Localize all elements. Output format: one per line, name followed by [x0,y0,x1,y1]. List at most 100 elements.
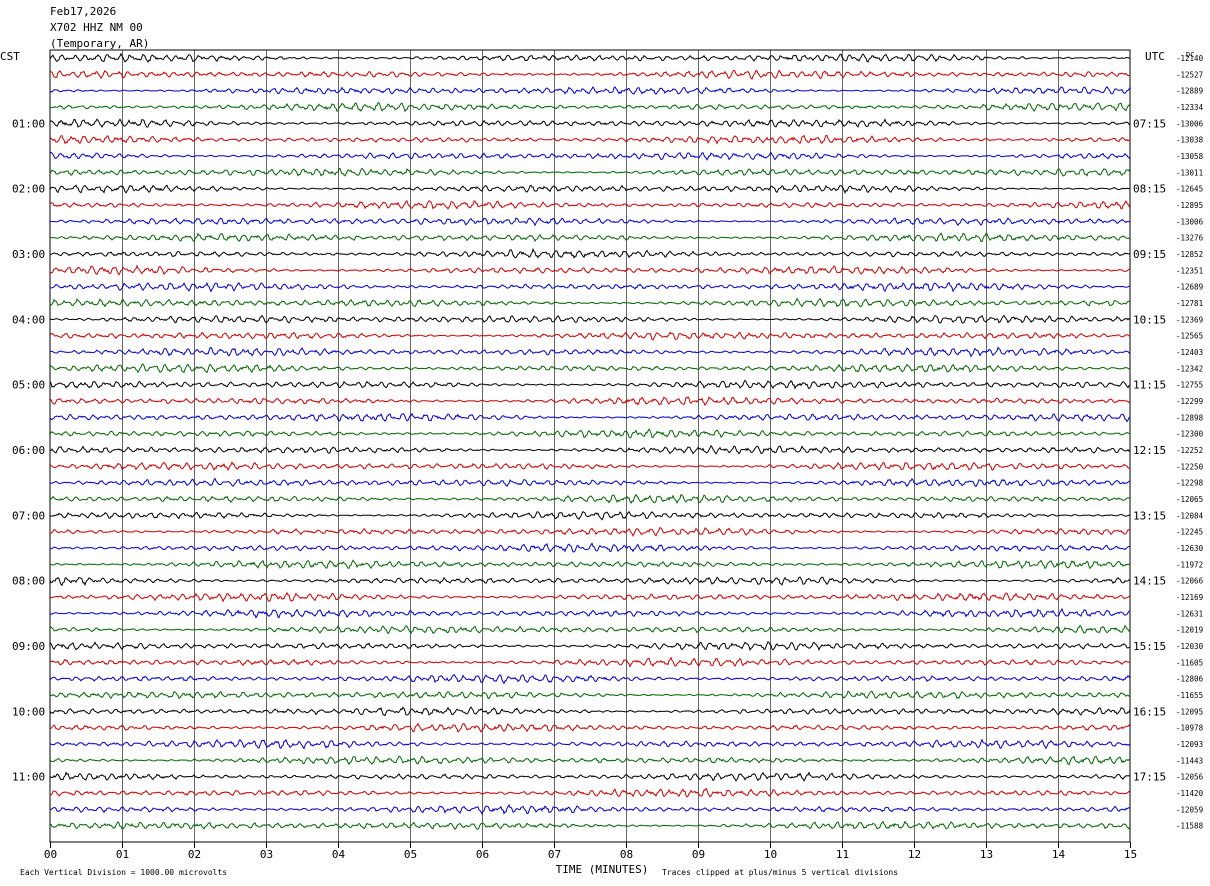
seismic-trace [49,820,1131,830]
seismic-trace [49,706,1131,717]
dc-offset-label: -12252 [1176,446,1203,455]
dc-offset-label: -12689 [1176,283,1203,292]
seismic-trace [49,607,1131,619]
seismic-trace [49,493,1131,505]
right-hour-label: 17:15 [1133,771,1166,784]
x-tick-label: 15 [1124,848,1137,861]
x-axis-title: TIME (MINUTES) [556,863,649,876]
dc-offset-label: -12351 [1176,266,1203,275]
seismic-trace [49,656,1131,668]
right-hour-label: 11:15 [1133,379,1166,392]
dc-offset-label: -12645 [1176,185,1203,194]
left-hour-label: 02:00 [12,183,45,196]
dc-header: DC [1186,51,1194,59]
dc-offset-label: -12806 [1176,675,1204,684]
seismic-trace [49,755,1131,766]
dc-offset-label: -12095 [1176,707,1203,716]
x-tick-label: 08 [620,848,633,861]
dc-offset-label: -13058 [1176,152,1204,161]
dc-offset-label: -13006 [1176,119,1204,128]
seismic-trace [49,200,1131,210]
dc-offset-label: -12781 [1176,299,1203,308]
dc-offset-label: -12084 [1176,511,1204,520]
dc-offset-label: -11655 [1176,691,1203,700]
seismic-trace [49,69,1131,80]
dc-offset-label: -13006 [1176,217,1204,226]
network-name: (Temporary, AR) [50,37,150,50]
dc-offset-label: -12065 [1176,495,1203,504]
right-hour-label: 14:15 [1133,575,1166,588]
left-hour-label: 03:00 [12,248,45,261]
seismic-trace [49,673,1131,685]
dc-offset-label: -12299 [1176,397,1203,406]
seismic-trace [49,396,1131,407]
record-date: Feb17,2026 [50,5,117,18]
seismic-trace [49,264,1131,276]
seismic-trace [49,576,1131,587]
x-tick-label: 02 [188,848,201,861]
right-hour-label: 07:15 [1133,117,1166,130]
left-hour-label: 09:00 [12,640,45,653]
dc-offset-label: -12755 [1176,381,1203,390]
seismic-trace [49,640,1131,652]
left-hour-label: 04:00 [12,313,45,326]
seismic-trace [49,184,1131,194]
dc-offset-label: -12250 [1176,462,1204,471]
seismic-trace [49,167,1131,177]
seismic-trace [49,511,1131,521]
x-tick-label: 05 [404,848,417,861]
dc-offset-label: -12852 [1176,250,1203,259]
dc-offset-label: -11420 [1176,789,1204,798]
seismic-trace [50,526,1131,538]
left-timezone: CST [0,50,20,63]
x-tick-label: 14 [1052,848,1066,861]
dc-offset-label: -12059 [1176,805,1203,814]
left-hour-label: 06:00 [12,444,45,457]
left-hour-label: 07:00 [12,509,45,522]
dc-offset-label: -12019 [1176,626,1203,635]
dc-offset-label: -12169 [1176,593,1203,602]
dc-offset-label: -12898 [1176,413,1204,422]
x-tick-label: 03 [260,848,273,861]
seismic-trace [49,281,1131,293]
seismic-trace [49,690,1131,700]
seismic-trace [49,542,1131,553]
right-hour-label: 12:15 [1133,444,1166,457]
seismic-trace [49,591,1131,603]
x-tick-label: 09 [692,848,705,861]
seismic-trace [49,771,1131,782]
seismic-trace [49,624,1131,635]
dc-offset-label: -12895 [1176,201,1203,210]
seismic-trace [49,134,1131,145]
x-tick-label: 07 [548,848,561,861]
dc-offset-label: -13038 [1176,136,1204,145]
left-hour-label: 10:00 [12,705,45,718]
seismic-trace [49,738,1131,750]
x-tick-label: 11 [836,848,849,861]
dc-offset-label: -13276 [1176,234,1204,243]
x-tick-label: 04 [332,848,346,861]
x-tick-label: 13 [980,848,993,861]
x-tick-label: 10 [764,848,777,861]
right-hour-label: 15:15 [1133,640,1166,653]
seismic-trace [49,803,1131,816]
right-hour-label: 08:15 [1133,183,1166,196]
dc-offset-label: -11972 [1176,560,1203,569]
seismic-trace [49,118,1131,129]
seismic-trace [49,428,1131,439]
dc-offset-label: -12403 [1176,348,1203,357]
footer-clip-note: Traces clipped at plus/minus 5 vertical … [662,868,898,877]
dc-offset-label: -12066 [1176,577,1204,586]
x-tick-label: 00 [44,848,57,861]
seismic-trace [49,461,1131,471]
dc-offset-label: -12245 [1176,528,1203,537]
seismic-trace [49,363,1131,374]
dc-offset-label: -12093 [1176,740,1203,749]
right-hour-label: 13:15 [1133,509,1166,522]
dc-offset-label: -11588 [1176,822,1204,831]
footer-division-note: Each Vertical Division = 1000.00 microvo… [20,868,227,877]
left-hour-label: 05:00 [12,379,45,392]
seismic-trace [49,85,1131,95]
x-tick-label: 01 [116,848,129,861]
dc-offset-label: -12298 [1176,479,1204,488]
